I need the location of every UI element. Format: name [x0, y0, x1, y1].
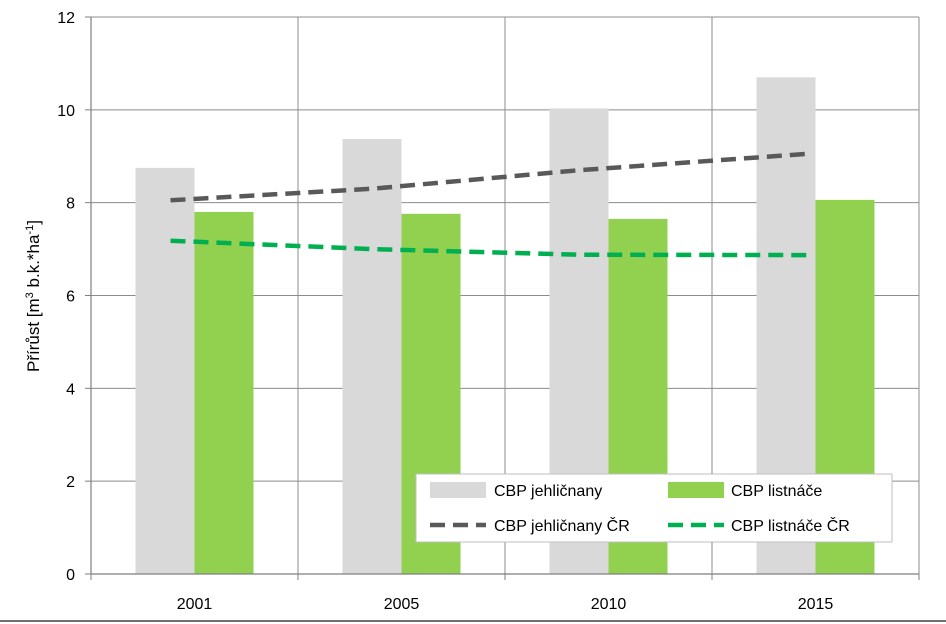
legend-label-jehlicnany: CBP jehličnany [494, 483, 602, 500]
y-tick-label: 10 [57, 103, 75, 120]
legend-label-jehlicnany-cr: CBP jehličnany ČR [494, 516, 630, 535]
y-axis-label: Přírůst [m3 b.k.*ha-1] [24, 220, 43, 372]
legend-swatch-listnace [668, 482, 724, 498]
y-tick-label: 4 [66, 381, 75, 398]
legend-box [415, 473, 893, 543]
x-tick-label: 2005 [384, 596, 420, 613]
legend: CBP jehličnany CBP listnáče CBP jehlična… [415, 473, 893, 543]
bar-jehlicnany-2005 [342, 139, 402, 574]
trend-lines-group [170, 151, 807, 258]
y-tick-label: 6 [66, 289, 75, 306]
legend-label-listnace: CBP listnáče [731, 483, 822, 500]
y-tick-label: 2 [66, 474, 75, 491]
trend-line-listnace-cr [170, 238, 807, 258]
x-tick-label: 2001 [177, 596, 213, 613]
trend-line-jehlicnany-cr [170, 151, 807, 203]
x-tick-label: 2015 [798, 596, 834, 613]
y-tick-label: 8 [66, 196, 75, 213]
x-tick-label: 2010 [591, 596, 627, 613]
axes [85, 16, 920, 580]
x-tick-labels: 2001 2005 2010 2015 [177, 596, 834, 613]
y-tick-labels: 0 2 4 6 8 10 12 [57, 10, 75, 584]
legend-swatch-jehlicnany [430, 482, 486, 498]
bar-listnace-2001 [194, 211, 254, 574]
y-tick-label: 12 [57, 10, 75, 27]
legend-label-listnace-cr: CBP listnáče ČR [731, 516, 850, 535]
bar-jehlicnany-2001 [135, 167, 195, 574]
y-tick-label: 0 [66, 567, 75, 584]
